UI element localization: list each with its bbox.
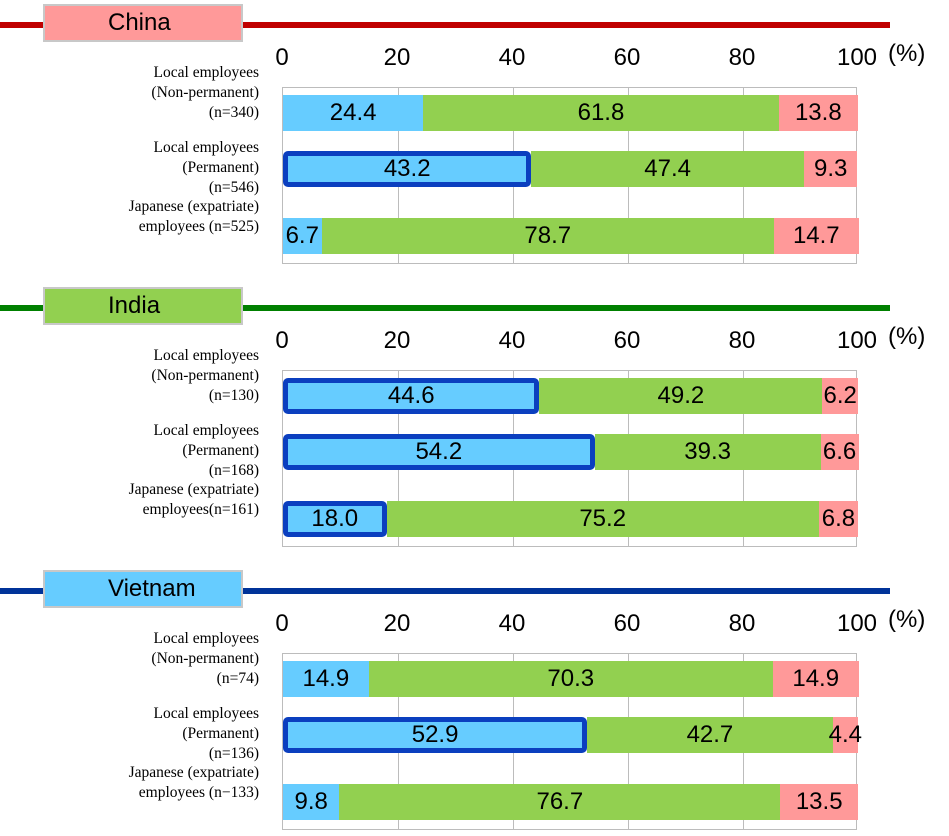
row-label-line: (n=168): [208, 462, 259, 479]
row-label-line: Local employees: [153, 630, 259, 647]
row-label-line: (Non-permanent): [151, 650, 259, 667]
plot-area: 24.4 61.8 13.8 43.2 47.4 9.3 6.7 78.7 14.7: [282, 87, 859, 264]
unit-label: (%): [888, 40, 926, 67]
row-label-line: Japanese (expatriate): [128, 481, 259, 498]
row-label-line: Local employees: [153, 422, 259, 439]
row-label-line: (n=74): [216, 670, 259, 687]
row-label-line: employees (n−133): [138, 784, 259, 801]
row-label: Local employees (Permanent) (n=168): [19, 421, 259, 481]
seg-green: 61.8: [423, 95, 779, 131]
seg-pink: 14.9: [772, 661, 859, 697]
unit-label: (%): [888, 323, 926, 350]
panel-india: India 0 20 40 60 80 100 (%) Local employees (Non-…: [0, 283, 949, 553]
header-line: [0, 588, 890, 594]
header-line: [0, 22, 890, 28]
seg-pink: 14.7: [774, 218, 859, 254]
header-line: [0, 305, 890, 311]
seg-blue: 54.2: [283, 434, 595, 470]
seg-green: 49.2: [539, 378, 823, 414]
row-label: Japanese (expatriate) employees (n−133): [19, 763, 259, 803]
seg-blue: 6.7: [283, 218, 322, 254]
row-label: Local employees (Non-permanent) (n=340): [19, 63, 259, 123]
seg-blue: 24.4: [283, 95, 424, 131]
seg-green: 76.7: [339, 784, 781, 820]
tick-label: 100: [836, 327, 878, 354]
seg-green: 75.2: [386, 501, 819, 537]
tick-label: 40: [498, 327, 526, 354]
seg-green: 70.3: [368, 661, 773, 697]
seg-green: 47.4: [531, 151, 804, 187]
seg-blue: 9.8: [283, 784, 340, 820]
panel-china: China 0 20 40 60 80 100 (%) Local employees (Non-…: [0, 0, 949, 270]
seg-pink: 9.3: [803, 151, 858, 187]
region-title: China: [43, 4, 243, 42]
tick-label: 40: [498, 610, 526, 637]
row-label-line: (Permanent): [182, 159, 259, 176]
tick-label: 60: [613, 44, 641, 71]
row-label-line: (Permanent): [182, 725, 259, 742]
row-label: Japanese (expatriate) employees(n=161): [19, 480, 259, 520]
row-label-line: employees (n=525): [138, 218, 259, 235]
row-label-line: Local employees: [153, 705, 259, 722]
row-label: Japanese (expatriate) employees (n=525): [19, 197, 259, 237]
row-label-line: (n=136): [208, 745, 259, 762]
tick-label: 20: [383, 610, 411, 637]
row-label-line: (Non-permanent): [151, 84, 259, 101]
unit-label: (%): [888, 606, 926, 633]
seg-pink: 13.8: [778, 95, 858, 131]
seg-blue: 14.9: [283, 661, 369, 697]
tick-label: 0: [275, 610, 289, 637]
seg-blue: 43.2: [283, 151, 532, 187]
region-title: Vietnam: [43, 570, 243, 608]
tick-label: 80: [728, 327, 756, 354]
row-label-line: Local employees: [153, 139, 259, 156]
row-label-line: (n=130): [208, 387, 259, 404]
tick-label: 80: [728, 610, 756, 637]
seg-blue: 52.9: [283, 717, 588, 753]
row-label: Local employees (Non-permanent) (n=130): [19, 346, 259, 406]
seg-pink: 6.8: [818, 501, 858, 537]
row-label-line: Japanese (expatriate): [128, 198, 259, 215]
tick-label: 0: [275, 327, 289, 354]
row-label-line: Japanese (expatriate): [128, 764, 259, 781]
row-label: Local employees (Non-permanent) (n=74): [19, 629, 259, 689]
tick-label: 40: [498, 44, 526, 71]
tick-label: 20: [383, 327, 411, 354]
row-label-line: (n=340): [208, 104, 259, 121]
row-label-line: (Non-permanent): [151, 367, 259, 384]
plot-area: 14.9 70.3 14.9 52.9 42.7 4.4 9.8 76.7 13.5: [282, 653, 862, 830]
tick-label: 60: [613, 610, 641, 637]
seg-pink: 13.5: [780, 784, 858, 820]
seg-green: 78.7: [321, 218, 775, 254]
row-label-line: (n=546): [208, 179, 259, 196]
row-label-line: (Permanent): [182, 442, 259, 459]
plot-area: 44.6 49.2 6.2 54.2 39.3 6.6 18.0 75.2 6.8: [282, 370, 859, 547]
seg-pink: 6.2: [822, 378, 858, 414]
row-label: Local employees (Permanent) (n=546): [19, 138, 259, 198]
tick-label: 80: [728, 44, 756, 71]
tick-label: 60: [613, 327, 641, 354]
tick-label: 100: [836, 44, 878, 71]
tick-label: 20: [383, 44, 411, 71]
tick-label: 0: [275, 44, 289, 71]
seg-pink: 4.4: [829, 717, 862, 753]
row-label: Local employees (Permanent) (n=136): [19, 704, 259, 764]
seg-green: 42.7: [587, 717, 833, 753]
seg-blue: 18.0: [283, 501, 387, 537]
tick-label: 100: [836, 610, 878, 637]
region-title: India: [43, 287, 243, 325]
row-label-line: employees(n=161): [142, 501, 259, 518]
seg-pink: 6.6: [820, 434, 859, 470]
row-label-line: Local employees: [153, 64, 259, 81]
row-label-line: Local employees: [153, 347, 259, 364]
panel-vietnam: Vietnam 0 20 40 60 80 100 (%) Local employees (No…: [0, 566, 949, 836]
seg-blue: 44.6: [283, 378, 540, 414]
seg-green: 39.3: [594, 434, 821, 470]
